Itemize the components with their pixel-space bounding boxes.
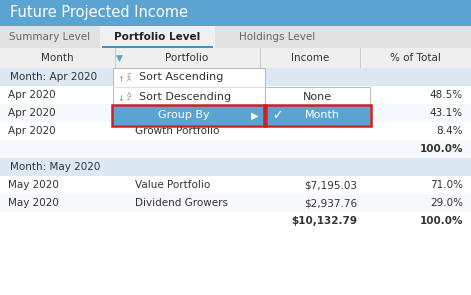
Text: % of Total: % of Total (390, 53, 440, 63)
Text: ▼: ▼ (115, 53, 122, 63)
Text: A: A (127, 77, 131, 82)
Bar (0, 194, 471, 212)
Bar (265, 106, 370, 125)
Text: Apr 2020: Apr 2020 (8, 126, 56, 136)
Text: Value Portfolio: Value Portfolio (135, 180, 210, 190)
Bar (102, 46, 213, 48)
Text: 43.1%: 43.1% (430, 108, 463, 118)
Text: Group By: Group By (158, 111, 210, 120)
Text: ✓: ✓ (272, 109, 282, 122)
Bar (260, 48, 261, 68)
Bar (113, 106, 265, 125)
Text: $7,195.03: $7,195.03 (304, 180, 357, 190)
Text: Z: Z (127, 73, 131, 78)
Text: Z: Z (127, 96, 131, 101)
Text: Apr 2020: Apr 2020 (8, 108, 56, 118)
Text: Growth Portfolio: Growth Portfolio (135, 126, 219, 136)
Text: Portfolio Level: Portfolio Level (114, 32, 201, 42)
Text: May 2020: May 2020 (8, 198, 59, 208)
Bar (265, 87, 370, 125)
Bar (100, 26, 215, 48)
Bar (0, 68, 471, 86)
Bar (0, 176, 471, 194)
Text: Future Projected Income: Future Projected Income (10, 6, 188, 20)
Bar (0, 158, 471, 176)
Text: 48.5%: 48.5% (430, 90, 463, 100)
Text: Apr 2020: Apr 2020 (8, 90, 56, 100)
Bar (360, 48, 361, 68)
Bar (0, 26, 471, 48)
Text: ▶: ▶ (251, 111, 259, 120)
Bar (0, 140, 471, 158)
Text: 100.0%: 100.0% (420, 216, 463, 226)
Bar (264, 105, 371, 126)
Text: 29.0%: 29.0% (430, 198, 463, 208)
Text: Portfolio: Portfolio (165, 53, 209, 63)
Bar (113, 87, 265, 88)
Bar (265, 106, 370, 107)
Text: Month: Month (305, 111, 340, 120)
Text: ↓: ↓ (117, 94, 124, 103)
Text: Dividend Growers: Dividend Growers (135, 198, 228, 208)
Bar (0, 122, 471, 140)
Text: $10,132.79: $10,132.79 (291, 216, 357, 226)
Bar (113, 106, 265, 107)
Text: Sort Descending: Sort Descending (139, 91, 231, 101)
Text: None: None (303, 91, 332, 101)
Bar (0, 104, 471, 122)
Bar (115, 48, 116, 68)
Text: Month: Month (41, 53, 73, 63)
Text: Summary Level: Summary Level (9, 32, 90, 42)
Text: ↑: ↑ (117, 75, 124, 84)
Bar (0, 86, 471, 104)
Text: Month: May 2020: Month: May 2020 (10, 162, 100, 172)
Text: 71.0%: 71.0% (430, 180, 463, 190)
Text: Income: Income (291, 53, 329, 63)
Bar (0, 212, 471, 230)
Bar (0, 48, 471, 68)
Text: $2,468.23: $2,468.23 (304, 90, 357, 100)
Bar (0, 0, 471, 26)
Text: Sort Ascending: Sort Ascending (139, 73, 223, 83)
Text: Month: Apr 2020: Month: Apr 2020 (10, 72, 97, 82)
Text: May 2020: May 2020 (8, 180, 59, 190)
Bar (112, 105, 266, 126)
Bar (113, 68, 265, 125)
Text: $2,937.76: $2,937.76 (304, 198, 357, 208)
Text: 100.0%: 100.0% (420, 144, 463, 154)
Text: 8.4%: 8.4% (437, 126, 463, 136)
Text: Holdings Level: Holdings Level (239, 32, 316, 42)
Text: A: A (127, 92, 131, 97)
